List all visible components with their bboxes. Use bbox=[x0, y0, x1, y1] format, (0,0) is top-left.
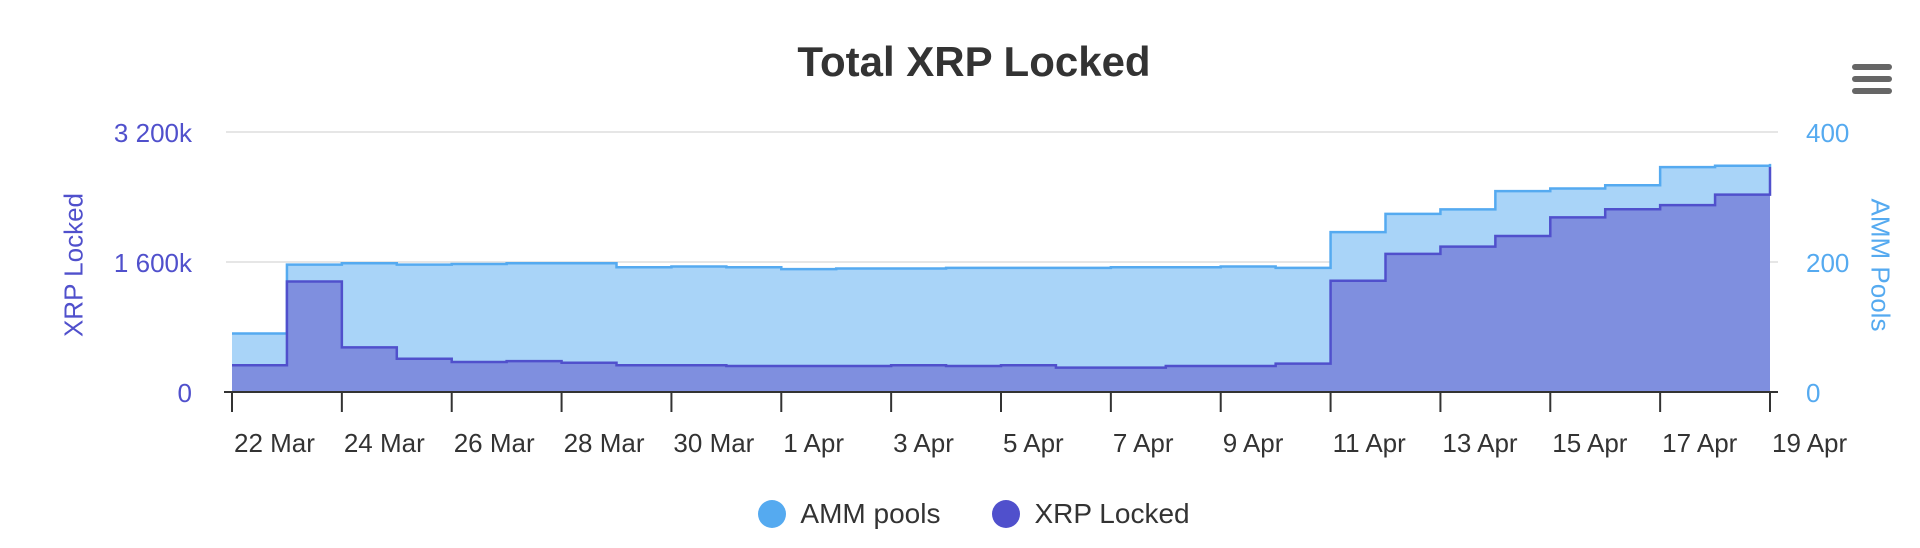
legend-label: XRP Locked bbox=[1034, 498, 1190, 529]
menu-bar-icon bbox=[1852, 64, 1892, 70]
x-tick-label: 17 Apr bbox=[1662, 428, 1738, 458]
x-tick-label: 30 Mar bbox=[673, 428, 754, 458]
series-line-xrp-locked bbox=[232, 166, 1772, 369]
x-tick-label: 28 Mar bbox=[564, 428, 645, 458]
x-tick-label: 15 Apr bbox=[1552, 428, 1628, 458]
series-area-xrp-locked bbox=[232, 166, 1770, 392]
series-layer bbox=[232, 163, 1772, 392]
x-tick-label: 22 Mar bbox=[234, 428, 315, 458]
y-left-tick-label: 1 600k bbox=[114, 248, 193, 278]
menu-bar-icon bbox=[1852, 88, 1892, 94]
x-tick-label: 9 Apr bbox=[1223, 428, 1284, 458]
legend-item-amm-pools[interactable]: AMM pools bbox=[758, 498, 940, 530]
legend: AMM pools XRP Locked bbox=[0, 498, 1920, 530]
y-left-tick-label: 0 bbox=[178, 378, 192, 408]
y-right-tick-label: 400 bbox=[1806, 118, 1849, 148]
x-tick-label: 24 Mar bbox=[344, 428, 425, 458]
x-tick-label: 5 Apr bbox=[1003, 428, 1064, 458]
legend-label: AMM pools bbox=[800, 498, 941, 529]
x-tick-label: 26 Mar bbox=[454, 428, 535, 458]
x-tick-label: 3 Apr bbox=[893, 428, 954, 458]
y-left-tick-label: 3 200k bbox=[114, 118, 193, 148]
series-line-amm-pools bbox=[232, 163, 1772, 335]
legend-item-xrp-locked[interactable]: XRP Locked bbox=[992, 498, 1190, 530]
y-right-tick-label: 0 bbox=[1806, 378, 1820, 408]
x-tick-label: 1 Apr bbox=[783, 428, 844, 458]
x-tick-label: 13 Apr bbox=[1442, 428, 1518, 458]
axes: 0 1 600k 3 200k 0 200 400 22 Mar 24 Mar 26 Mar 28… bbox=[114, 118, 1849, 458]
legend-marker-icon bbox=[758, 500, 787, 528]
x-tick-label: 19 Apr bbox=[1772, 428, 1848, 458]
hamburger-menu-icon[interactable] bbox=[1852, 64, 1892, 100]
legend-marker-icon bbox=[992, 500, 1021, 528]
x-tick-label: 7 Apr bbox=[1113, 428, 1174, 458]
menu-bar-icon bbox=[1852, 76, 1892, 82]
chart-title: Total XRP Locked bbox=[797, 38, 1151, 85]
y-right-tick-label: 200 bbox=[1806, 248, 1849, 278]
x-tick-label: 11 Apr bbox=[1333, 428, 1407, 458]
